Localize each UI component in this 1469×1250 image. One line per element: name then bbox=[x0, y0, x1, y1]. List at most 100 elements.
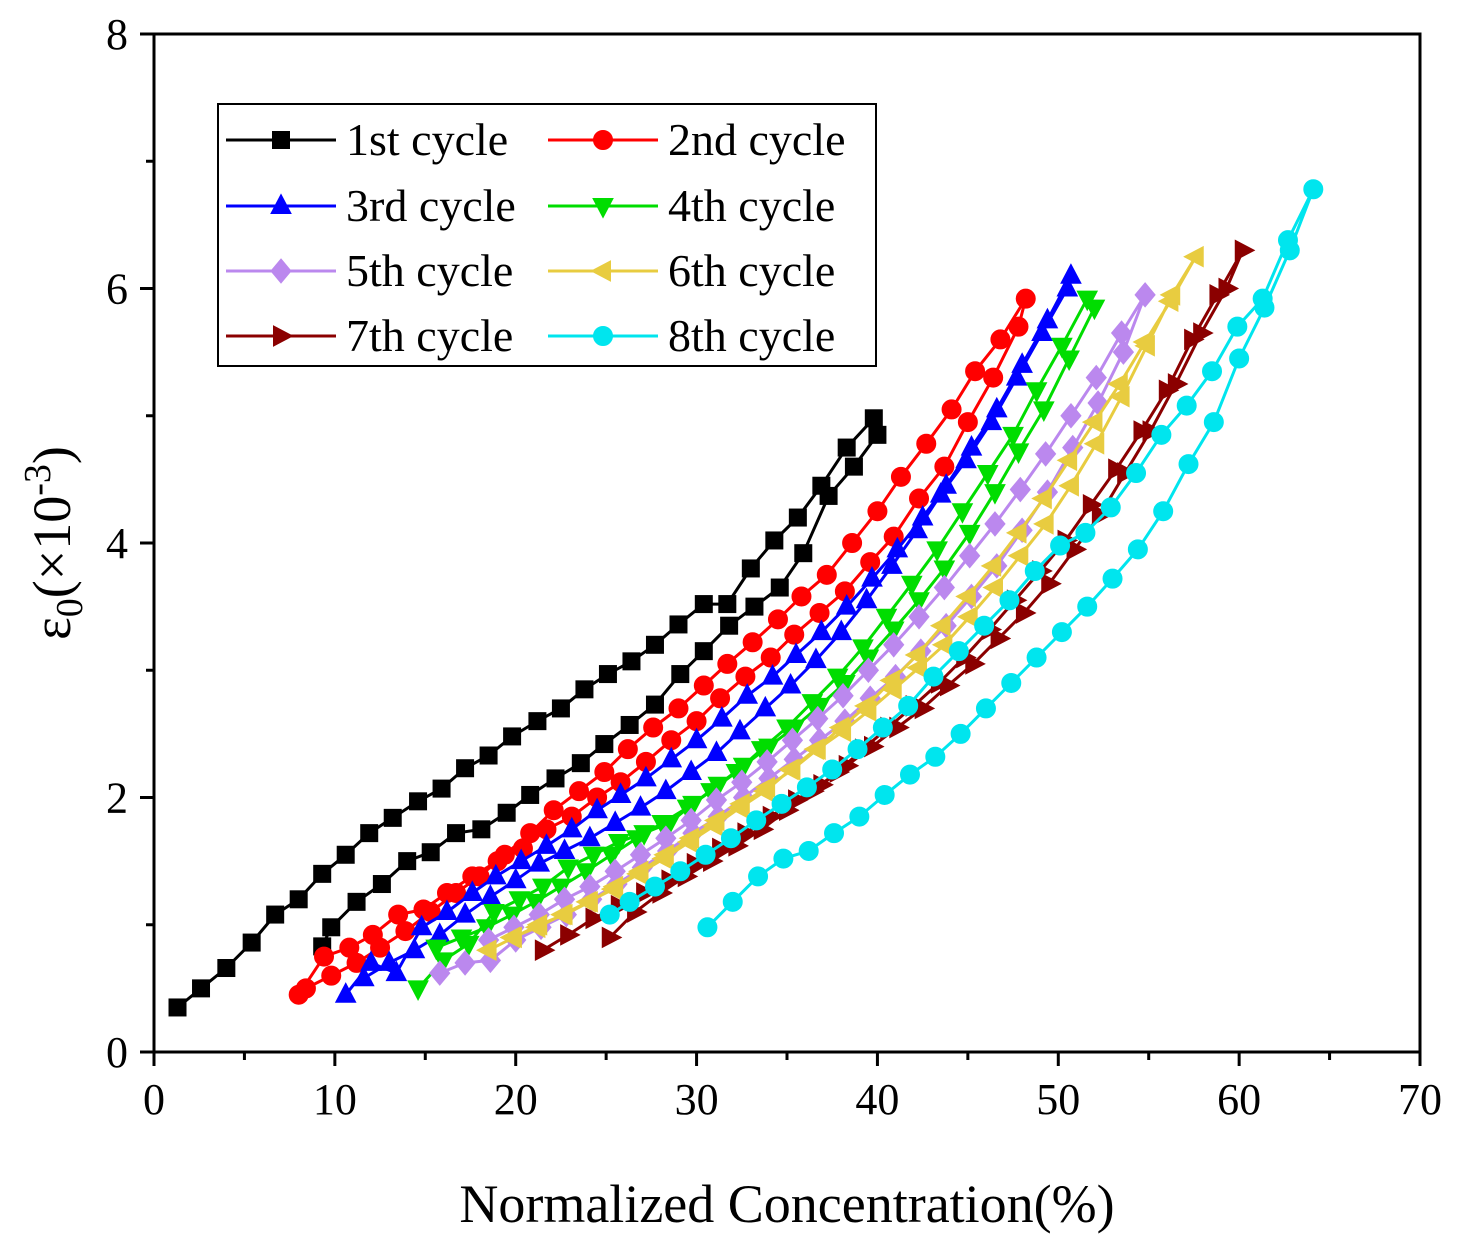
data-point bbox=[622, 652, 641, 671]
data-point bbox=[1134, 282, 1156, 308]
data-point bbox=[598, 665, 617, 684]
series-2nd-cycle bbox=[288, 288, 1036, 1005]
legend-label: 6th cycle bbox=[668, 245, 835, 296]
series-3rd-cycle bbox=[334, 263, 1082, 1003]
data-point bbox=[1008, 316, 1029, 337]
data-point bbox=[168, 998, 187, 1017]
y-axis-title-close: ) bbox=[22, 446, 82, 464]
data-point bbox=[955, 585, 976, 608]
x-tick-label: 0 bbox=[143, 1075, 165, 1124]
data-point bbox=[599, 904, 620, 925]
data-point bbox=[192, 979, 211, 998]
data-point bbox=[741, 559, 760, 578]
data-point bbox=[503, 727, 522, 746]
data-point bbox=[826, 668, 849, 690]
data-point bbox=[347, 892, 366, 911]
data-point bbox=[601, 926, 623, 949]
data-point bbox=[1015, 602, 1037, 624]
data-point bbox=[779, 672, 802, 694]
data-point bbox=[974, 615, 995, 636]
data-point bbox=[1107, 373, 1128, 395]
data-point bbox=[403, 937, 426, 959]
legend-marker bbox=[270, 193, 292, 214]
x-tick-label: 40 bbox=[855, 1075, 899, 1124]
data-point bbox=[461, 880, 484, 901]
data-point bbox=[794, 544, 813, 563]
data-point bbox=[1050, 535, 1071, 556]
data-point bbox=[720, 616, 739, 635]
data-point bbox=[1075, 522, 1096, 543]
data-point bbox=[520, 823, 541, 844]
data-point bbox=[428, 922, 451, 943]
data-point bbox=[385, 960, 408, 982]
data-point bbox=[1126, 463, 1147, 484]
data-point bbox=[469, 866, 490, 887]
data-point bbox=[504, 867, 527, 889]
data-point bbox=[676, 831, 698, 853]
data-point bbox=[510, 848, 532, 870]
legend-item-7th-cycle: 7th cycle bbox=[226, 310, 513, 361]
data-point bbox=[680, 759, 702, 781]
data-point bbox=[929, 614, 951, 637]
data-point bbox=[1058, 350, 1080, 372]
data-point bbox=[773, 848, 794, 869]
data-point bbox=[1209, 284, 1231, 306]
data-point bbox=[1303, 179, 1324, 200]
data-point bbox=[748, 866, 769, 887]
data-point bbox=[770, 578, 789, 597]
data-point bbox=[722, 891, 743, 912]
data-point bbox=[816, 564, 837, 585]
data-point bbox=[760, 647, 781, 668]
data-point bbox=[313, 864, 332, 883]
data-point bbox=[941, 399, 962, 420]
data-point bbox=[550, 903, 571, 926]
data-point bbox=[948, 641, 969, 662]
data-point bbox=[735, 666, 756, 687]
data-point bbox=[832, 682, 854, 709]
data-point bbox=[695, 844, 716, 865]
data-point bbox=[600, 878, 622, 900]
y-tick-label: 6 bbox=[106, 265, 128, 314]
data-point bbox=[906, 517, 929, 539]
data-point bbox=[874, 784, 895, 805]
data-point bbox=[671, 665, 690, 684]
data-point bbox=[595, 735, 614, 754]
data-point bbox=[1032, 401, 1055, 422]
data-point bbox=[926, 541, 948, 562]
data-point bbox=[1132, 331, 1154, 353]
data-point bbox=[1087, 390, 1109, 416]
data-point bbox=[807, 705, 829, 732]
x-tick-label: 20 bbox=[494, 1075, 538, 1124]
data-point bbox=[1202, 361, 1223, 382]
data-point bbox=[668, 698, 689, 719]
data-point bbox=[446, 882, 467, 903]
data-point bbox=[360, 824, 379, 843]
data-point bbox=[1024, 560, 1045, 581]
data-point bbox=[1051, 337, 1073, 359]
data-point bbox=[867, 501, 888, 522]
data-point bbox=[532, 878, 554, 900]
data-point bbox=[872, 717, 893, 738]
data-point bbox=[1060, 263, 1082, 284]
data-point bbox=[609, 782, 632, 803]
data-point bbox=[1005, 365, 1028, 386]
data-point bbox=[882, 621, 905, 643]
data-point bbox=[904, 644, 926, 666]
data-point bbox=[242, 933, 261, 952]
data-point bbox=[629, 795, 652, 816]
y-axis-title-sub: 0 bbox=[49, 598, 91, 617]
data-point bbox=[830, 619, 853, 641]
series-8th-cycle bbox=[599, 179, 1324, 938]
data-point bbox=[933, 574, 955, 601]
data-point bbox=[824, 823, 845, 844]
data-point bbox=[718, 595, 737, 614]
data-point bbox=[1002, 426, 1024, 448]
legend-marker bbox=[270, 258, 292, 284]
data-point bbox=[476, 939, 497, 962]
data-point bbox=[1060, 402, 1082, 429]
data-point bbox=[837, 438, 856, 457]
legend-label: 3rd cycle bbox=[346, 180, 516, 231]
data-point bbox=[569, 781, 590, 802]
data-point bbox=[868, 425, 887, 444]
data-point bbox=[321, 965, 342, 986]
